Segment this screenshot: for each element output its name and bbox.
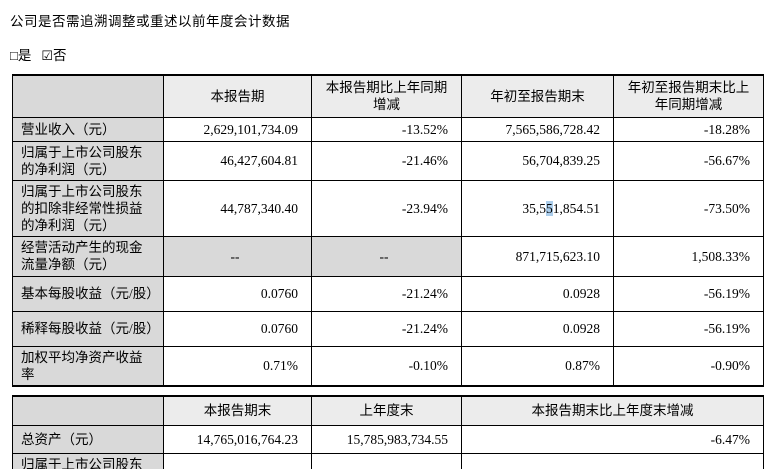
corner-cell [12,395,164,426]
value-cell: 7,565,586,728.42 [461,116,614,142]
row-label: 加权平均净资产收益率 [12,345,164,386]
column-header: 上年度末 [311,395,462,426]
row-label: 营业收入（元） [12,116,164,142]
table-row: 经营活动产生的现金流量净额（元） -- -- 871,715,623.10 1,508.… [12,235,764,277]
column-header: 本报告期 [163,74,312,118]
value-cell: -23.94% [311,179,462,237]
assets-table: 本报告期末 上年度末 本报告期末比上年度末增减 总资产（元） 14,765,016,7… [12,394,764,469]
checkbox-no-label: 否 [53,48,67,63]
table-row: 归属于上市公司股东的扣除非经常性损益的净利润（元） 44,787,340.40 -2… [12,179,764,237]
corner-cell [12,74,164,118]
row-label: 归属于上市公司股东的净利润（元） [12,140,164,181]
assets-table-head: 本报告期末 上年度末 本报告期末比上年度末增减 [12,395,764,426]
value-cell: 0.0760 [163,310,312,347]
table-row: 稀释每股收益（元/股） 0.0760 -21.24% 0.0928 -56.19% [12,310,764,347]
assets-table-body: 总资产（元） 14,765,016,764.23 15,785,983,734.55… [12,425,764,469]
value-cell: 0.0928 [461,275,614,312]
value-cell: -18.28% [613,116,764,142]
value-cell: 6,564,302,204.35 [311,453,462,469]
checkbox-no: ☑否 [41,48,66,63]
column-header: 本报告期末 [163,395,312,426]
value-cell: 0.0928 [461,310,614,347]
value-cell: 0.71% [163,345,312,386]
value-cell: -6.47% [461,425,764,454]
value-cell: -56.67% [613,140,764,181]
selected-character: 5 [546,200,553,216]
column-header: 本报告期比上年同期增减 [311,74,462,118]
indicators-table-head: 本报告期 本报告期比上年同期增减 年初至报告期末 年初至报告期末比上年同期增减 [12,74,764,118]
value-cell: 56,704,839.25 [461,140,614,181]
checkbox-yes-label: 是 [17,48,32,63]
value-text: 1,854.51 [552,200,600,216]
value-cell: 0.0760 [163,275,312,312]
table-row: 归属于上市公司股东的所有者权益（元）6,469,719,556.306,564,… [12,453,764,469]
checkbox-yes: □是 [10,48,31,63]
checkbox-unchecked-icon: □ [10,48,18,63]
value-cell: 1,508.33% [613,235,764,277]
table-row: 基本每股收益（元/股） 0.0760 -21.24% 0.0928 -56.19% [12,275,764,312]
restatement-question: 公司是否需追溯调整或重述以前年度会计数据 [10,14,290,29]
value-cell: -0.10% [311,345,462,386]
value-cell: -21.46% [311,140,462,181]
value-cell: 6,469,719,556.30 [163,453,312,469]
value-cell: -56.19% [613,310,764,347]
value-cell: -0.90% [613,345,764,386]
row-label: 基本每股收益（元/股） [12,275,164,312]
table-row: 总资产（元） 14,765,016,764.23 15,785,983,734.55… [12,425,764,454]
value-cell: 46,427,604.81 [163,140,312,181]
value-cell: -- [163,235,312,277]
value-cell: -73.50% [613,179,764,237]
value-cell: 15,785,983,734.55 [311,425,462,454]
row-label: 经营活动产生的现金流量净额（元） [12,235,164,277]
column-header: 年初至报告期末 [461,74,614,118]
value-cell: -21.24% [311,310,462,347]
value-cell: 0.87% [461,345,614,386]
value-cell: 14,765,016,764.23 [163,425,312,454]
table-row: 归属于上市公司股东的净利润（元） 46,427,604.81 -21.46% 56,7… [12,140,764,181]
key-indicators-table: 本报告期 本报告期比上年同期增减 年初至报告期末 年初至报告期末比上年同期增减 营业收… [12,74,764,387]
restatement-answer: □是 ☑否 [10,44,763,64]
header-row: 本报告期 本报告期比上年同期增减 年初至报告期末 年初至报告期末比上年同期增减 [12,74,764,118]
row-label: 稀释每股收益（元/股） [12,310,164,347]
row-label: 总资产（元） [12,425,164,454]
indicators-table-body: 营业收入（元） 2,629,101,734.09 -13.52% 7,565,586,… [12,116,764,386]
value-cell: 2,629,101,734.09 [163,116,312,142]
row-label: 归属于上市公司股东的所有者权益（元） [12,453,164,469]
checkbox-checked-icon: ☑ [41,48,54,63]
header-row: 本报告期末 上年度末 本报告期末比上年度末增减 [12,395,764,426]
value-cell: 35,551,854.51 [461,179,614,237]
value-cell: -- [311,235,462,277]
value-text: 35,5 [522,200,546,216]
value-cell: -1.44% [461,453,764,469]
value-cell: -13.52% [311,116,462,142]
table-row: 加权平均净资产收益率 0.71% -0.10% 0.87% -0.90% [12,345,764,386]
column-header: 本报告期末比上年度末增减 [461,395,764,426]
value-cell: 44,787,340.40 [163,179,312,237]
value-cell: -21.24% [311,275,462,312]
table-row: 营业收入（元） 2,629,101,734.09 -13.52% 7,565,586,… [12,116,764,142]
value-cell: -56.19% [613,275,764,312]
column-header: 年初至报告期末比上年同期增减 [613,74,764,118]
row-label: 归属于上市公司股东的扣除非经常性损益的净利润（元） [12,179,164,237]
value-cell: 871,715,623.10 [461,235,614,277]
